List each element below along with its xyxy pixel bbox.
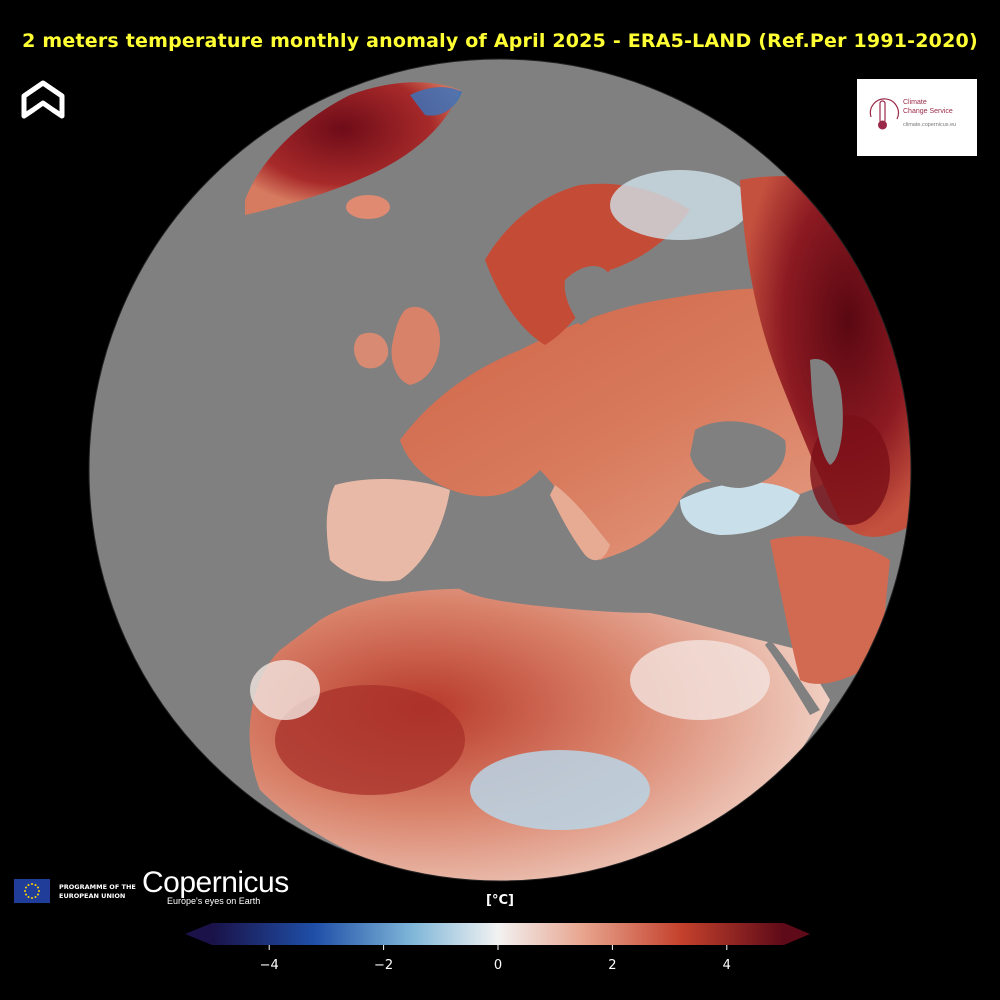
- c3s-name-line1: Climate: [903, 99, 927, 106]
- colorbar-tick-label: 4: [722, 958, 731, 973]
- map-title: 2 meters temperature monthly anomaly of …: [22, 30, 978, 52]
- eu-line2: EUROPEAN UNION: [59, 892, 126, 900]
- ireland-land: [354, 332, 389, 369]
- middle-east-land: [770, 536, 890, 684]
- europe-land: [400, 288, 880, 560]
- colorbar-extend-max: [784, 923, 810, 945]
- italy-land: [550, 485, 610, 561]
- colorbar: [185, 923, 810, 950]
- west-africa-neutral: [250, 660, 320, 720]
- britain-land: [391, 306, 440, 385]
- iceland-land: [346, 195, 390, 219]
- c3s-logo: Climate Change Service climate.copernicu…: [857, 79, 977, 156]
- globe-outline: [88, 58, 912, 882]
- black-sea: [690, 421, 786, 488]
- turkey-land: [680, 482, 800, 535]
- colorbar-extend-min: [185, 923, 212, 945]
- ecmwf-house-logo: [21, 80, 65, 119]
- finland-cool-anomaly: [610, 170, 750, 240]
- c3s-url: climate.copernicus.eu: [903, 122, 957, 128]
- caspian-sea: [810, 359, 843, 465]
- colorbar-tick-label: −4: [259, 958, 279, 973]
- iberia-land: [326, 478, 450, 582]
- c3s-name-line2: Change Service: [903, 108, 953, 115]
- baltic-sea: [564, 265, 610, 325]
- eu-programme-text: PROGRAMME OF THE EUROPEAN UNION: [59, 883, 136, 901]
- red-sea: [765, 640, 820, 715]
- thermometer-icon: [869, 98, 899, 130]
- colorbar-tick-label: −2: [374, 958, 394, 973]
- colorbar-tick-label: 0: [493, 958, 503, 973]
- egypt-neutral: [630, 640, 770, 720]
- copernicus-wordmark: Copernicus: [142, 866, 289, 899]
- colorbar-gradient: [212, 923, 784, 945]
- libya-cool-anomaly: [470, 750, 650, 830]
- eu-line1: PROGRAMME OF THE: [59, 883, 136, 891]
- colorbar-unit-label: [°C]: [486, 893, 514, 908]
- copernicus-tagline: Europe's eyes on Earth: [167, 896, 261, 906]
- greenland-east-cool: [410, 87, 462, 116]
- sahel-warm-anomaly: [275, 685, 465, 795]
- eu-flag-icon: [14, 879, 50, 903]
- greenland-land: [245, 82, 460, 215]
- mediterranean-sea: [450, 563, 775, 613]
- colorbar-tick-label: 2: [608, 958, 617, 973]
